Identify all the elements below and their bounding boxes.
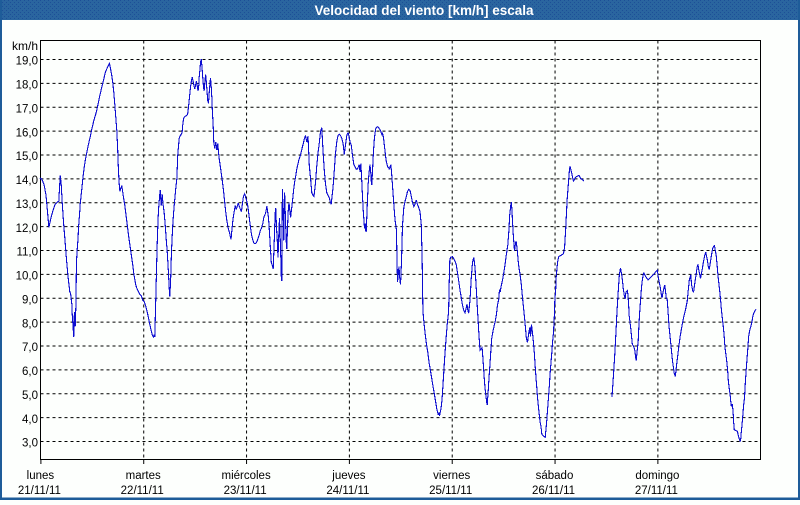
svg-text:25/11/11: 25/11/11	[429, 485, 472, 497]
svg-text:27/11/11: 27/11/11	[635, 485, 678, 497]
svg-text:lunes: lunes	[27, 470, 55, 482]
svg-text:4,0: 4,0	[22, 414, 38, 426]
svg-text:12,0: 12,0	[16, 223, 38, 235]
svg-text:sábado: sábado	[536, 470, 574, 482]
svg-text:18,0: 18,0	[16, 80, 38, 92]
svg-text:14,0: 14,0	[16, 175, 38, 187]
svg-text:21/11/11: 21/11/11	[18, 485, 61, 497]
svg-text:jueves: jueves	[331, 470, 365, 482]
svg-text:viernes: viernes	[433, 470, 470, 482]
svg-text:15,0: 15,0	[16, 151, 38, 163]
svg-text:8,0: 8,0	[22, 318, 38, 330]
svg-text:10,0: 10,0	[16, 271, 38, 283]
svg-text:6,0: 6,0	[22, 366, 38, 378]
svg-text:26/11/11: 26/11/11	[532, 485, 575, 497]
svg-text:miércoles: miércoles	[221, 470, 270, 482]
svg-text:7,0: 7,0	[22, 342, 38, 354]
svg-text:16,0: 16,0	[16, 127, 38, 139]
svg-text:19,0: 19,0	[16, 56, 38, 68]
svg-text:23/11/11: 23/11/11	[224, 485, 267, 497]
svg-text:km/h: km/h	[12, 39, 38, 53]
svg-text:martes: martes	[126, 470, 161, 482]
svg-text:9,0: 9,0	[22, 294, 38, 306]
svg-text:17,0: 17,0	[16, 104, 38, 116]
svg-text:5,0: 5,0	[22, 390, 38, 402]
svg-text:24/11/11: 24/11/11	[326, 485, 369, 497]
svg-text:22/11/11: 22/11/11	[121, 485, 164, 497]
svg-text:3,0: 3,0	[22, 438, 38, 450]
svg-text:11,0: 11,0	[16, 247, 38, 259]
svg-text:domingo: domingo	[635, 470, 679, 482]
svg-text:Velocidad del viento [km/h] es: Velocidad del viento [km/h] escala	[314, 3, 534, 18]
svg-text:13,0: 13,0	[16, 199, 38, 211]
